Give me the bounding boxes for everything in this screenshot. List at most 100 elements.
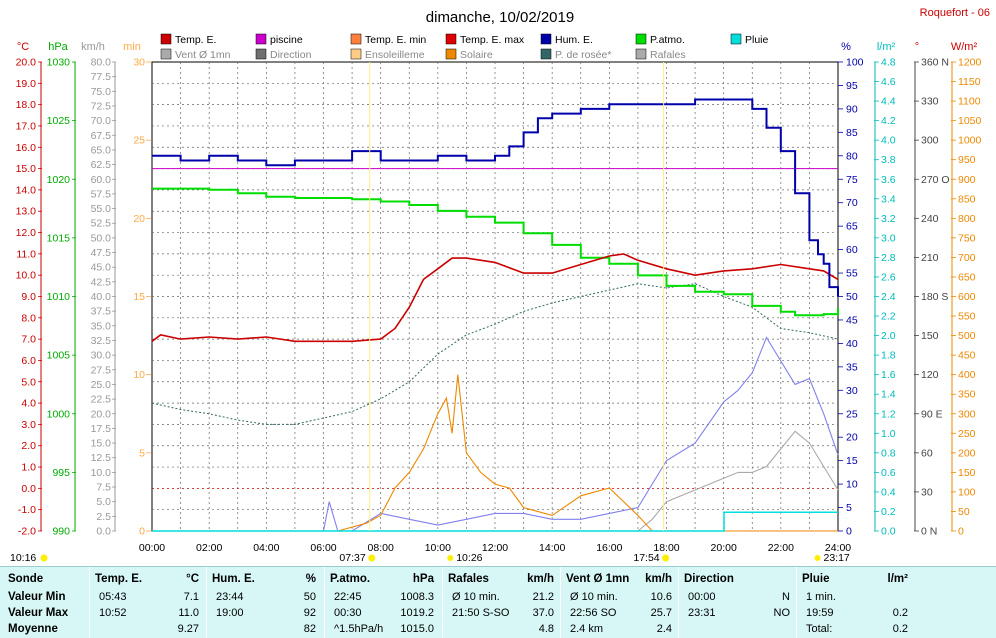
tick-label-min: 5 <box>139 447 145 459</box>
axis-unit-min: min <box>123 41 141 53</box>
x-tick-label: 12:00 <box>482 542 508 554</box>
tick-label-hum: 95 <box>846 80 858 92</box>
tick-label-hum: 0 <box>846 526 852 538</box>
legend-label: Direction <box>270 49 312 61</box>
summary-cell-value: 2.4 <box>656 623 672 635</box>
tick-label-hum: 5 <box>846 502 852 514</box>
summary-cell-label: ^1.5hPa/h <box>334 623 384 635</box>
summary-separator <box>324 567 325 638</box>
tick-label-rain: 4.8 <box>881 57 896 69</box>
tick-label-wind: 40.0 <box>91 291 112 303</box>
tick-label-wind: 50.0 <box>91 232 112 244</box>
tick-label-solar: 350 <box>958 389 976 401</box>
legend-swatch <box>635 33 647 45</box>
x-tick-label: 00:00 <box>139 542 165 554</box>
legend: Temp. E. piscine Temp. E. min Temp. E. max H… <box>160 33 769 61</box>
tick-label-rain: 4.6 <box>881 76 896 88</box>
tick-label-hum: 65 <box>846 221 858 233</box>
summary-unit: km/h <box>527 573 554 585</box>
tick-label-temp: 0.0 <box>21 483 36 495</box>
tick-label-solar: 650 <box>958 271 976 283</box>
tick-label-wind: 67.5 <box>91 130 112 142</box>
tick-label-temp: 10.0 <box>16 270 37 282</box>
series-pluie <box>152 511 838 532</box>
tick-label-rain: 2.6 <box>881 271 896 283</box>
tick-label-solar: 900 <box>958 174 976 186</box>
tick-label-dir: 360 N <box>921 57 949 69</box>
tick-label-solar: 250 <box>958 428 976 440</box>
summary-cell-value: 82 <box>303 623 316 635</box>
tick-label-dir: 210 <box>921 252 939 264</box>
tick-label-solar: 1200 <box>958 57 982 69</box>
tick-label-rain: 3.8 <box>881 154 896 166</box>
x-tick-label: 22:00 <box>768 542 794 554</box>
time-markers: 10:16 07:37 10:26 17:54 23:17 <box>10 62 850 564</box>
summary-row-label: Valeur Min <box>8 591 66 603</box>
x-tick-label: 20:00 <box>711 542 737 554</box>
tick-label-solar: 300 <box>958 408 976 420</box>
tick-label-dir: 120 <box>921 369 939 381</box>
tick-label-solar: 850 <box>958 193 976 205</box>
tick-label-hum: 85 <box>846 127 858 139</box>
axis-unit-hum: % <box>841 41 851 53</box>
tick-label-hum: 15 <box>846 455 858 467</box>
tick-label-solar: 100 <box>958 486 976 498</box>
tick-label-dir: 90 E <box>921 408 943 420</box>
tick-label-hum: 25 <box>846 408 858 420</box>
summary-cell-value: 21.2 <box>532 591 554 603</box>
tick-label-temp: 2.0 <box>21 440 36 452</box>
tick-label-hum: 40 <box>846 338 858 350</box>
tick-label-rain: 1.6 <box>881 369 896 381</box>
legend-label: Temp. E. max <box>460 34 525 46</box>
tick-label-rain: 2.8 <box>881 252 896 264</box>
tick-label-wind: 12.5 <box>91 452 112 464</box>
legend-swatch <box>635 48 647 60</box>
summary-cell-value: 1015.0 <box>400 623 434 635</box>
tick-label-min: 10 <box>133 369 145 381</box>
tick-label-min: 15 <box>133 291 145 303</box>
tick-label-wind: 42.5 <box>91 276 112 288</box>
axis-unit-wind: km/h <box>81 41 105 53</box>
tick-label-solar: 450 <box>958 350 976 362</box>
summary-cell-value: 92 <box>303 607 316 619</box>
tick-label-hum: 50 <box>846 291 858 303</box>
legend-swatch <box>160 48 172 60</box>
legend-swatch <box>445 33 457 45</box>
summary-header: Rafales <box>448 573 489 585</box>
tick-label-hum: 55 <box>846 268 858 280</box>
summary-separator <box>206 567 207 638</box>
legend-label: Temp. E. <box>175 34 216 46</box>
summary-cell-value: 25.7 <box>650 607 672 619</box>
tick-label-wind: 10.0 <box>91 467 112 479</box>
tick-label-wind: 15.0 <box>91 438 112 450</box>
left-time: 10:16 <box>10 552 36 564</box>
tick-label-solar: 700 <box>958 252 976 264</box>
axis-unit-solar: W/m² <box>951 41 978 53</box>
sun-icon <box>40 554 48 562</box>
tick-label-min: 0 <box>139 526 145 538</box>
tick-label-temp: 9.0 <box>21 291 36 303</box>
tick-label-wind: 25.0 <box>91 379 112 391</box>
tick-label-temp: 12.0 <box>16 227 37 239</box>
axis-unit-rain: l/m² <box>877 41 896 53</box>
tick-label-patm: 1015 <box>47 232 71 244</box>
legend-label: Ensoleilleme <box>365 49 425 61</box>
tick-label-temp: 1.0 <box>21 462 36 474</box>
x-tick-label: 08:00 <box>368 542 394 554</box>
tick-label-rain: 3.0 <box>881 232 896 244</box>
tick-label-rain: 3.6 <box>881 174 896 186</box>
tick-label-temp: 6.0 <box>21 355 36 367</box>
moonset-time: 23:17 <box>824 552 850 564</box>
summary-table: Sonde Valeur Min Valeur Max Moyenne Temp. E.… <box>0 566 996 638</box>
tick-label-hum: 35 <box>846 361 858 373</box>
tick-label-patm: 1020 <box>47 174 71 186</box>
tick-label-wind: 0.0 <box>96 526 111 538</box>
tick-label-wind: 47.5 <box>91 247 112 259</box>
summary-cell-value: 1019.2 <box>400 607 434 619</box>
summary-row-label: Moyenne <box>8 623 58 635</box>
x-tick-label: 14:00 <box>539 542 565 554</box>
summary-separator <box>89 567 90 638</box>
tick-label-hum: 10 <box>846 479 858 491</box>
tick-label-min: 25 <box>133 135 145 147</box>
legend-swatch <box>350 33 362 45</box>
